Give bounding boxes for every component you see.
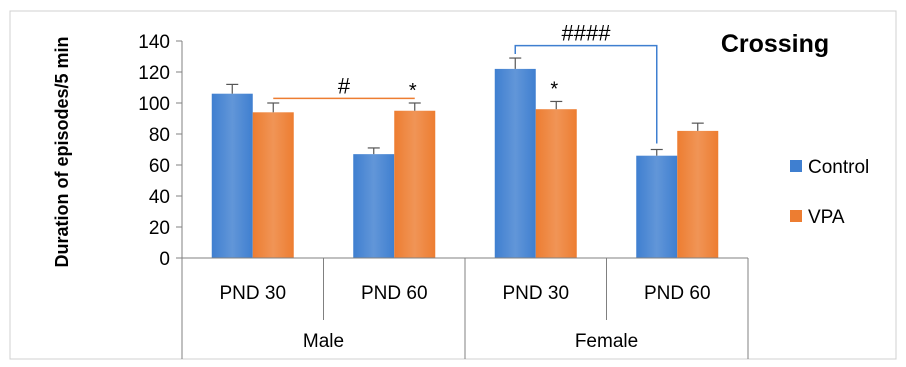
x-tick-label: PND 30: [219, 283, 286, 304]
bars-layer: [212, 58, 719, 258]
bar-vpa-1: [394, 111, 435, 258]
legend-label-vpa: VPA: [808, 207, 845, 228]
y-axis-label: Duration of episodes/5 min: [52, 36, 72, 267]
legend-label-control: Control: [808, 157, 869, 178]
bar-vpa-2: [536, 109, 577, 258]
legend-swatch-vpa: [790, 210, 802, 222]
legend: Control VPA: [790, 157, 869, 228]
x-tick-label: PND 60: [644, 283, 711, 304]
significance-star: *: [550, 78, 558, 100]
comparison-label: #: [338, 73, 351, 98]
group-label: Male: [303, 331, 344, 352]
comparison-label: ####: [562, 21, 612, 46]
bar-control-1: [353, 154, 394, 258]
y-tick-label: 100: [138, 94, 170, 115]
group-label: Female: [575, 331, 638, 352]
legend-swatch-control: [790, 160, 802, 172]
y-tick-label: 80: [149, 125, 170, 146]
bar-control-2: [495, 69, 536, 258]
y-tick-label: 140: [138, 32, 170, 53]
bar-vpa-0: [253, 112, 294, 258]
bar-control-0: [212, 94, 253, 258]
y-tick-label: 60: [149, 156, 170, 177]
annotations-layer: * *#####: [273, 21, 657, 144]
bar-control-3: [636, 156, 677, 258]
x-tick-label: PND 60: [361, 283, 428, 304]
x-tick-label: PND 30: [502, 283, 569, 304]
bar-vpa-3: [677, 131, 718, 258]
y-tick-label: 0: [159, 249, 170, 270]
chart-title: Crossing: [721, 30, 829, 58]
y-tick-label: 120: [138, 63, 170, 84]
y-tick-label: 40: [149, 187, 170, 208]
y-tick-label: 20: [149, 218, 170, 239]
